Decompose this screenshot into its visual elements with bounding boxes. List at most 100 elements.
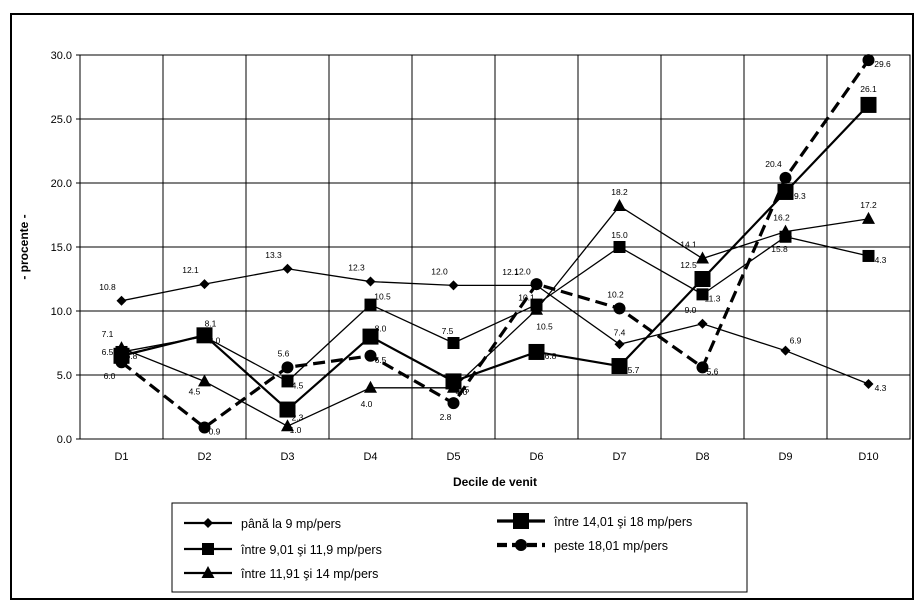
legend-label: între 11,91 şi 14 mp/pers [240, 567, 378, 581]
legend-label: între 9,01 şi 11,9 mp/pers [240, 543, 382, 557]
data-point [364, 380, 377, 393]
data-point [447, 397, 460, 410]
data-label: 6.5 [375, 355, 387, 365]
data-label: 19.3 [789, 191, 806, 201]
legend-marker [203, 518, 213, 528]
data-point [364, 298, 377, 311]
data-label: 29.6 [874, 59, 891, 69]
data-label: 15.0 [611, 230, 628, 240]
data-point [862, 54, 875, 67]
data-point [697, 318, 708, 329]
data-label: 10.8 [99, 282, 116, 292]
data-label: 0.9 [209, 426, 221, 436]
x-tick-label: D5 [446, 451, 460, 463]
x-tick-label: D2 [197, 451, 211, 463]
gridlines [80, 54, 910, 440]
data-label: 6.5 [102, 347, 114, 357]
legend: până la 9 mp/pers între 9,01 şi 11,9 mp/p… [171, 502, 748, 593]
chart-frame: 0.0 5.0 10.0 15.0 20.0 25.0 30.0 D1 D2 D3 D4 D5 D6 D7… [10, 13, 914, 600]
legend-item: între 9,01 şi 11,9 mp/pers [184, 543, 382, 557]
data-label: 4.5 [189, 386, 201, 396]
tick-labels: 0.0 5.0 10.0 15.0 20.0 25.0 30.0 D1 D2 D3 D4 D5 D6 D7… [51, 50, 879, 463]
series-line [121, 104, 870, 412]
data-point [860, 96, 877, 113]
series-line [121, 205, 869, 427]
data-label: 26.1 [860, 84, 877, 94]
y-tick-label: 25.0 [51, 114, 72, 126]
data-point [199, 279, 210, 290]
legend-marker [515, 539, 527, 551]
data-point [281, 375, 294, 388]
data-point [445, 373, 462, 390]
data-label: 1.0 [290, 425, 302, 435]
data-label: 10.1 [518, 293, 535, 303]
data-label: 5.7 [628, 365, 640, 375]
data-label: 5.6 [707, 366, 719, 376]
data-label: 12.5 [680, 260, 697, 270]
series-4 [113, 96, 877, 418]
y-axis-title: - procente - [17, 214, 31, 279]
data-point [364, 349, 377, 362]
data-label: 17.2 [860, 200, 877, 210]
data-label: 6.9 [790, 336, 802, 346]
legend-item: peste 18,01 mp/pers [497, 539, 668, 553]
data-point [279, 401, 296, 418]
series-line [121, 236, 869, 383]
x-tick-label: D7 [612, 451, 626, 463]
data-label: 8.0 [375, 324, 387, 334]
data-label: 12.0 [431, 266, 448, 276]
x-tick-label: D8 [695, 451, 709, 463]
legend-label: până la 9 mp/pers [241, 517, 341, 531]
legend-item: între 14,01 şi 18 mp/pers [497, 513, 692, 529]
data-point [116, 295, 127, 306]
data-label: 4.3 [875, 383, 887, 393]
data-label: 10.5 [536, 322, 553, 332]
y-tick-label: 10.0 [51, 306, 72, 318]
legend-marker [201, 566, 215, 578]
data-label: 11.3 [705, 293, 721, 303]
data-point [282, 263, 293, 274]
data-point [115, 356, 128, 369]
data-point [777, 183, 794, 200]
legend-marker [513, 513, 529, 529]
data-label: 4.3 [875, 255, 887, 265]
line-chart: 0.0 5.0 10.0 15.0 20.0 25.0 30.0 D1 D2 D3 D4 D5 D6 D7… [17, 50, 911, 593]
data-label: 12.1 [182, 265, 199, 275]
data-point [198, 374, 211, 387]
data-label: 5.6 [278, 348, 290, 358]
series-line [120, 59, 870, 430]
data-label: 4.5 [458, 384, 470, 394]
data-label: 12.0 [514, 266, 531, 276]
data-point [779, 224, 792, 237]
y-tick-label: 15.0 [51, 242, 72, 254]
data-label: 10.5 [374, 292, 391, 302]
y-tick-label: 5.0 [57, 370, 72, 382]
data-point [281, 361, 294, 374]
data-point [694, 271, 711, 287]
data-label: 4.0 [361, 399, 373, 409]
series-1 [116, 263, 874, 389]
data-label: 14.1 [680, 240, 697, 250]
data-point [613, 241, 626, 253]
data-labels: 10.8 12.1 13.3 12.3 12.0 12.0 7.4 9.0 6.9 4.3 6.8 8… [99, 59, 891, 436]
data-label: 12.1 [502, 267, 519, 277]
x-tick-label: D6 [529, 451, 543, 463]
data-label: 8.1 [205, 318, 217, 328]
data-point [196, 327, 213, 344]
data-point [696, 251, 709, 264]
data-label: 8.0 [209, 336, 221, 346]
series-5 [115, 54, 875, 434]
data-point [528, 343, 545, 360]
x-tick-label: D9 [778, 451, 792, 463]
data-label: 13.3 [265, 250, 282, 260]
data-label: 15.8 [771, 244, 788, 254]
legend-label: peste 18,01 mp/pers [554, 539, 668, 553]
data-label: 6.0 [104, 371, 116, 381]
y-tick-label: 0.0 [57, 434, 72, 446]
data-point [614, 339, 625, 350]
data-point [530, 278, 543, 291]
data-label: 6.8 [545, 351, 557, 361]
x-tick-label: D4 [363, 451, 377, 463]
legend-box [171, 502, 748, 593]
data-label: 10.2 [607, 289, 624, 299]
